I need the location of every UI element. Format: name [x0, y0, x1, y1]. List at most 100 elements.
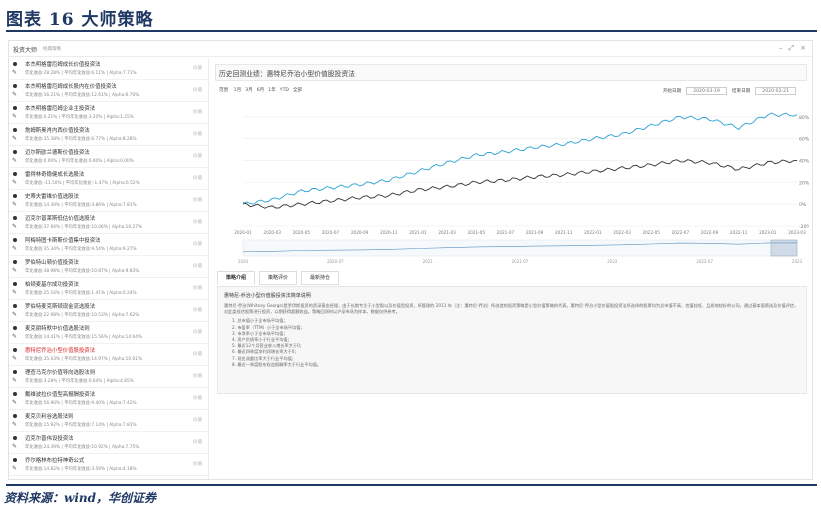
edit-icon[interactable]: ✎	[12, 223, 18, 230]
strategy-item[interactable]: ✎ 麦克朋特默中价值选股法则 年化收益:14.41% | 平均年化收益:15.56%…	[9, 322, 208, 344]
strategy-item[interactable]: ✎ 史蒂夫雷维价值选股法 年化收益:14.39% | 平均年化收益:4.86% | …	[9, 190, 208, 212]
edit-icon[interactable]: ✎	[12, 157, 18, 164]
edit-icon[interactable]: ✎	[12, 245, 18, 252]
edit-icon[interactable]: ✎	[12, 421, 18, 428]
bullet-icon	[13, 458, 17, 462]
from-date-input[interactable]: 2020-03-19	[686, 87, 727, 95]
y-tick-label: 80%	[799, 115, 809, 121]
strategy-name: 麦克朋特默中价值选股法则	[25, 326, 90, 332]
strategy-tag: 价值	[193, 154, 202, 159]
edit-icon[interactable]: ✎	[12, 333, 18, 340]
edit-icon[interactable]: ✎	[12, 201, 18, 208]
to-date-input[interactable]: 2020-02-21	[755, 87, 796, 95]
bullet-icon	[13, 62, 17, 66]
zoom-option[interactable]: 3月	[245, 88, 253, 93]
bullet-icon	[13, 194, 17, 198]
navigator-tick: 2021-07	[512, 259, 529, 264]
edit-icon[interactable]: ✎	[12, 91, 18, 98]
x-tick-label: 2021-11	[555, 230, 573, 235]
strategy-tag: 价值	[193, 308, 202, 313]
zoom-label: 范围	[219, 88, 229, 93]
edit-icon[interactable]: ✎	[12, 355, 18, 362]
y-tick-label: 60%	[799, 137, 809, 143]
zoom-option[interactable]: 1年	[268, 88, 276, 93]
close-icon[interactable]: ×	[800, 44, 806, 52]
x-tick-label: 2020-07	[322, 230, 340, 235]
tab-2[interactable]: 最新持仓	[301, 271, 340, 285]
strategy-item[interactable]: ✎ 乔尔格林布拉特神奇公式 年化收益:14.82% | 平均年化收益:3.59% |…	[9, 454, 208, 476]
edit-icon[interactable]: ✎	[12, 267, 18, 274]
x-tick-label: 2020-05	[293, 230, 311, 235]
x-tick-label: 2022-07	[672, 230, 690, 235]
main-panel: 历史回测业绩：惠特尼乔治小型价值股投资法 范围 1月 3月 6月 1年 YTD 全部 开始…	[209, 58, 812, 479]
figure-title-rule	[6, 30, 817, 32]
edit-icon[interactable]: ✎	[12, 179, 18, 186]
bullet-icon	[13, 414, 17, 418]
rule-item: 2. 市盈率（TTM）小于全市场平均值；	[232, 324, 305, 330]
strategy-item[interactable]: ✎ 雷得林奇稳健成长选股法 年化收益:-11.50% | 平均年化收益:-1.47%…	[9, 168, 208, 190]
x-tick-label: 2021-05	[468, 230, 486, 235]
strategy-item[interactable]: ✎ 麦克贝利谷选股法则 年化收益:15.92% | 平均年化收益:7.14% | A…	[9, 410, 208, 432]
strategy-item[interactable]: ✎ 本杰明格雷厄姆企业主投资法 年化收益:0.21% | 平均年化收益:3.20% …	[9, 102, 208, 124]
zoom-option[interactable]: 1月	[233, 88, 242, 93]
strategy-item[interactable]: ✎ 柏顿麦基尔成功投资法 年化收益:25.16% | 平均年化收益:1.41% | …	[9, 278, 208, 300]
strategy-item[interactable]: ✎ 罗伯特山顿价值投资法 年化收益:38.98% | 平均年化收益:10.87% |…	[9, 256, 208, 278]
strategy-item[interactable]: ✎ 罗伯特麦克斯顿现金流选股法 年化收益:22.98% | 平均年化收益:10.53…	[9, 300, 208, 322]
y-tick-label: 0%	[799, 202, 807, 208]
edit-icon[interactable]: ✎	[12, 443, 18, 450]
strategy-name: 柏顿麦基尔成功投资法	[25, 282, 79, 288]
rule-item: 5. 最近12个月营业收入增长率大于0；	[232, 343, 304, 349]
navigator-tick: 2021	[423, 259, 434, 264]
bullet-icon	[13, 370, 17, 374]
rule-item: 6. 最近四季度净利润增长率大于0；	[232, 349, 299, 355]
figure-source: 资料来源：wind，华创证券	[4, 491, 157, 505]
strategy-tag: 价值	[193, 198, 202, 203]
backtest-chart[interactable]: 80% 60% 40% 20% 0% -20% 2020-01 2020-03 2020-05 2…	[215, 98, 809, 288]
strategy-item[interactable]: ✎ 詹姆斯奥肖内西价值投资法 年化收益:35.38% | 平均年化收益:6.77% …	[9, 124, 208, 146]
bullet-icon	[13, 326, 17, 330]
strategy-item[interactable]: ✎ 阿梅特图卡斯斯价值集中投资法 年化收益:35.34% | 平均年化收益:9.54…	[9, 234, 208, 256]
edit-icon[interactable]: ✎	[12, 311, 18, 318]
strategy-item[interactable]: ✎ 本杰明格雷厄姆成长价值投资法 年化收益:28.28% | 平均年化收益:6.11…	[9, 58, 208, 80]
zoom-option[interactable]: 全部	[292, 88, 303, 93]
strategy-item[interactable]: ✎ 迈克尔普莱斯低估价值选股法 年化收益:37.94% | 平均年化收益:10.06…	[9, 212, 208, 234]
minimize-icon[interactable]: –	[779, 44, 783, 52]
x-tick-label: 2021-09	[526, 230, 544, 235]
strategy-tag: 价值	[193, 286, 202, 291]
edit-icon[interactable]: ✎	[12, 289, 18, 296]
rules-list: 1. 总市值小于全市场平均值； 2. 市盈率（TTM）小于全市场平均值； 3. 市净…	[224, 318, 800, 368]
date-range: 开始日期 2020-03-19 结束日期 2020-02-21	[663, 87, 796, 95]
strategy-item[interactable]: ✎ 迈克尔普伟设投资法 年化收益:24.39% | 平均年化收益:10.92% | …	[9, 432, 208, 454]
strategy-stats: 年化收益:-11.50% | 平均年化收益:-1.47% | Alpha:6.5…	[25, 181, 140, 186]
edit-icon[interactable]: ✎	[12, 135, 18, 142]
strategy-item[interactable]: ✎ 迈尔斯欧兰德斯价值投资法 年化收益:0.00% | 平均年化收益:0.00% |…	[9, 146, 208, 168]
y-tick-label: -20%	[799, 224, 809, 230]
strategy-stats: 年化收益:22.98% | 平均年化收益:10.53% | Alpha:7.62…	[25, 313, 140, 318]
figure-title: 图表 16 大师策略	[6, 10, 154, 30]
tab-1[interactable]: 策略评价	[259, 271, 298, 285]
zoom-option[interactable]: 6月	[256, 88, 265, 93]
navigator-tick: 2022	[607, 259, 618, 264]
x-tick-label: 2022-01	[584, 230, 602, 235]
tab-0[interactable]: 策略介绍	[217, 271, 256, 285]
edit-icon[interactable]: ✎	[12, 113, 18, 120]
strategy-tag: 价值	[193, 132, 202, 137]
zoom-option[interactable]: YTD	[279, 88, 289, 93]
strategy-name: 麦克贝利谷选股法则	[25, 414, 74, 420]
to-label: 结束日期	[731, 89, 751, 94]
strategy-stats: 年化收益:24.39% | 平均年化收益:10.92% | Alpha:7.75…	[25, 445, 140, 450]
strategy-item[interactable]: ✎ 本杰明格雷厄姆成长股内在价值投资法 年化收益:16.21% | 平均年化收益:1…	[9, 80, 208, 102]
panel-title-bar	[215, 64, 807, 81]
edit-icon[interactable]: ✎	[12, 399, 18, 406]
navigator-tick: 2022-07	[696, 259, 713, 264]
strategy-item[interactable]: ✎ 惠特尼乔治小型价值股投资法 年化收益:35.03% | 平均年化收益:14.97…	[9, 344, 208, 366]
strategy-item[interactable]: ✎ 理查马克尔价值导向选股法则 年化收益:3.28% | 平均年化收益:0.64% …	[9, 366, 208, 388]
rule-item: 1. 总市值小于全市场平均值；	[232, 318, 288, 324]
maximize-icon[interactable]: ⤢	[788, 44, 795, 52]
strategy-item[interactable]: ✎ 戴维波拉价值型高报酬投资法 年化收益:56.90% | 平均年化收益:9.40%…	[9, 388, 208, 410]
bullet-icon	[13, 216, 17, 220]
edit-icon[interactable]: ✎	[12, 69, 18, 76]
edit-icon[interactable]: ✎	[12, 465, 18, 472]
edit-icon[interactable]: ✎	[12, 377, 18, 384]
strategy-tag: 价值	[193, 462, 202, 467]
